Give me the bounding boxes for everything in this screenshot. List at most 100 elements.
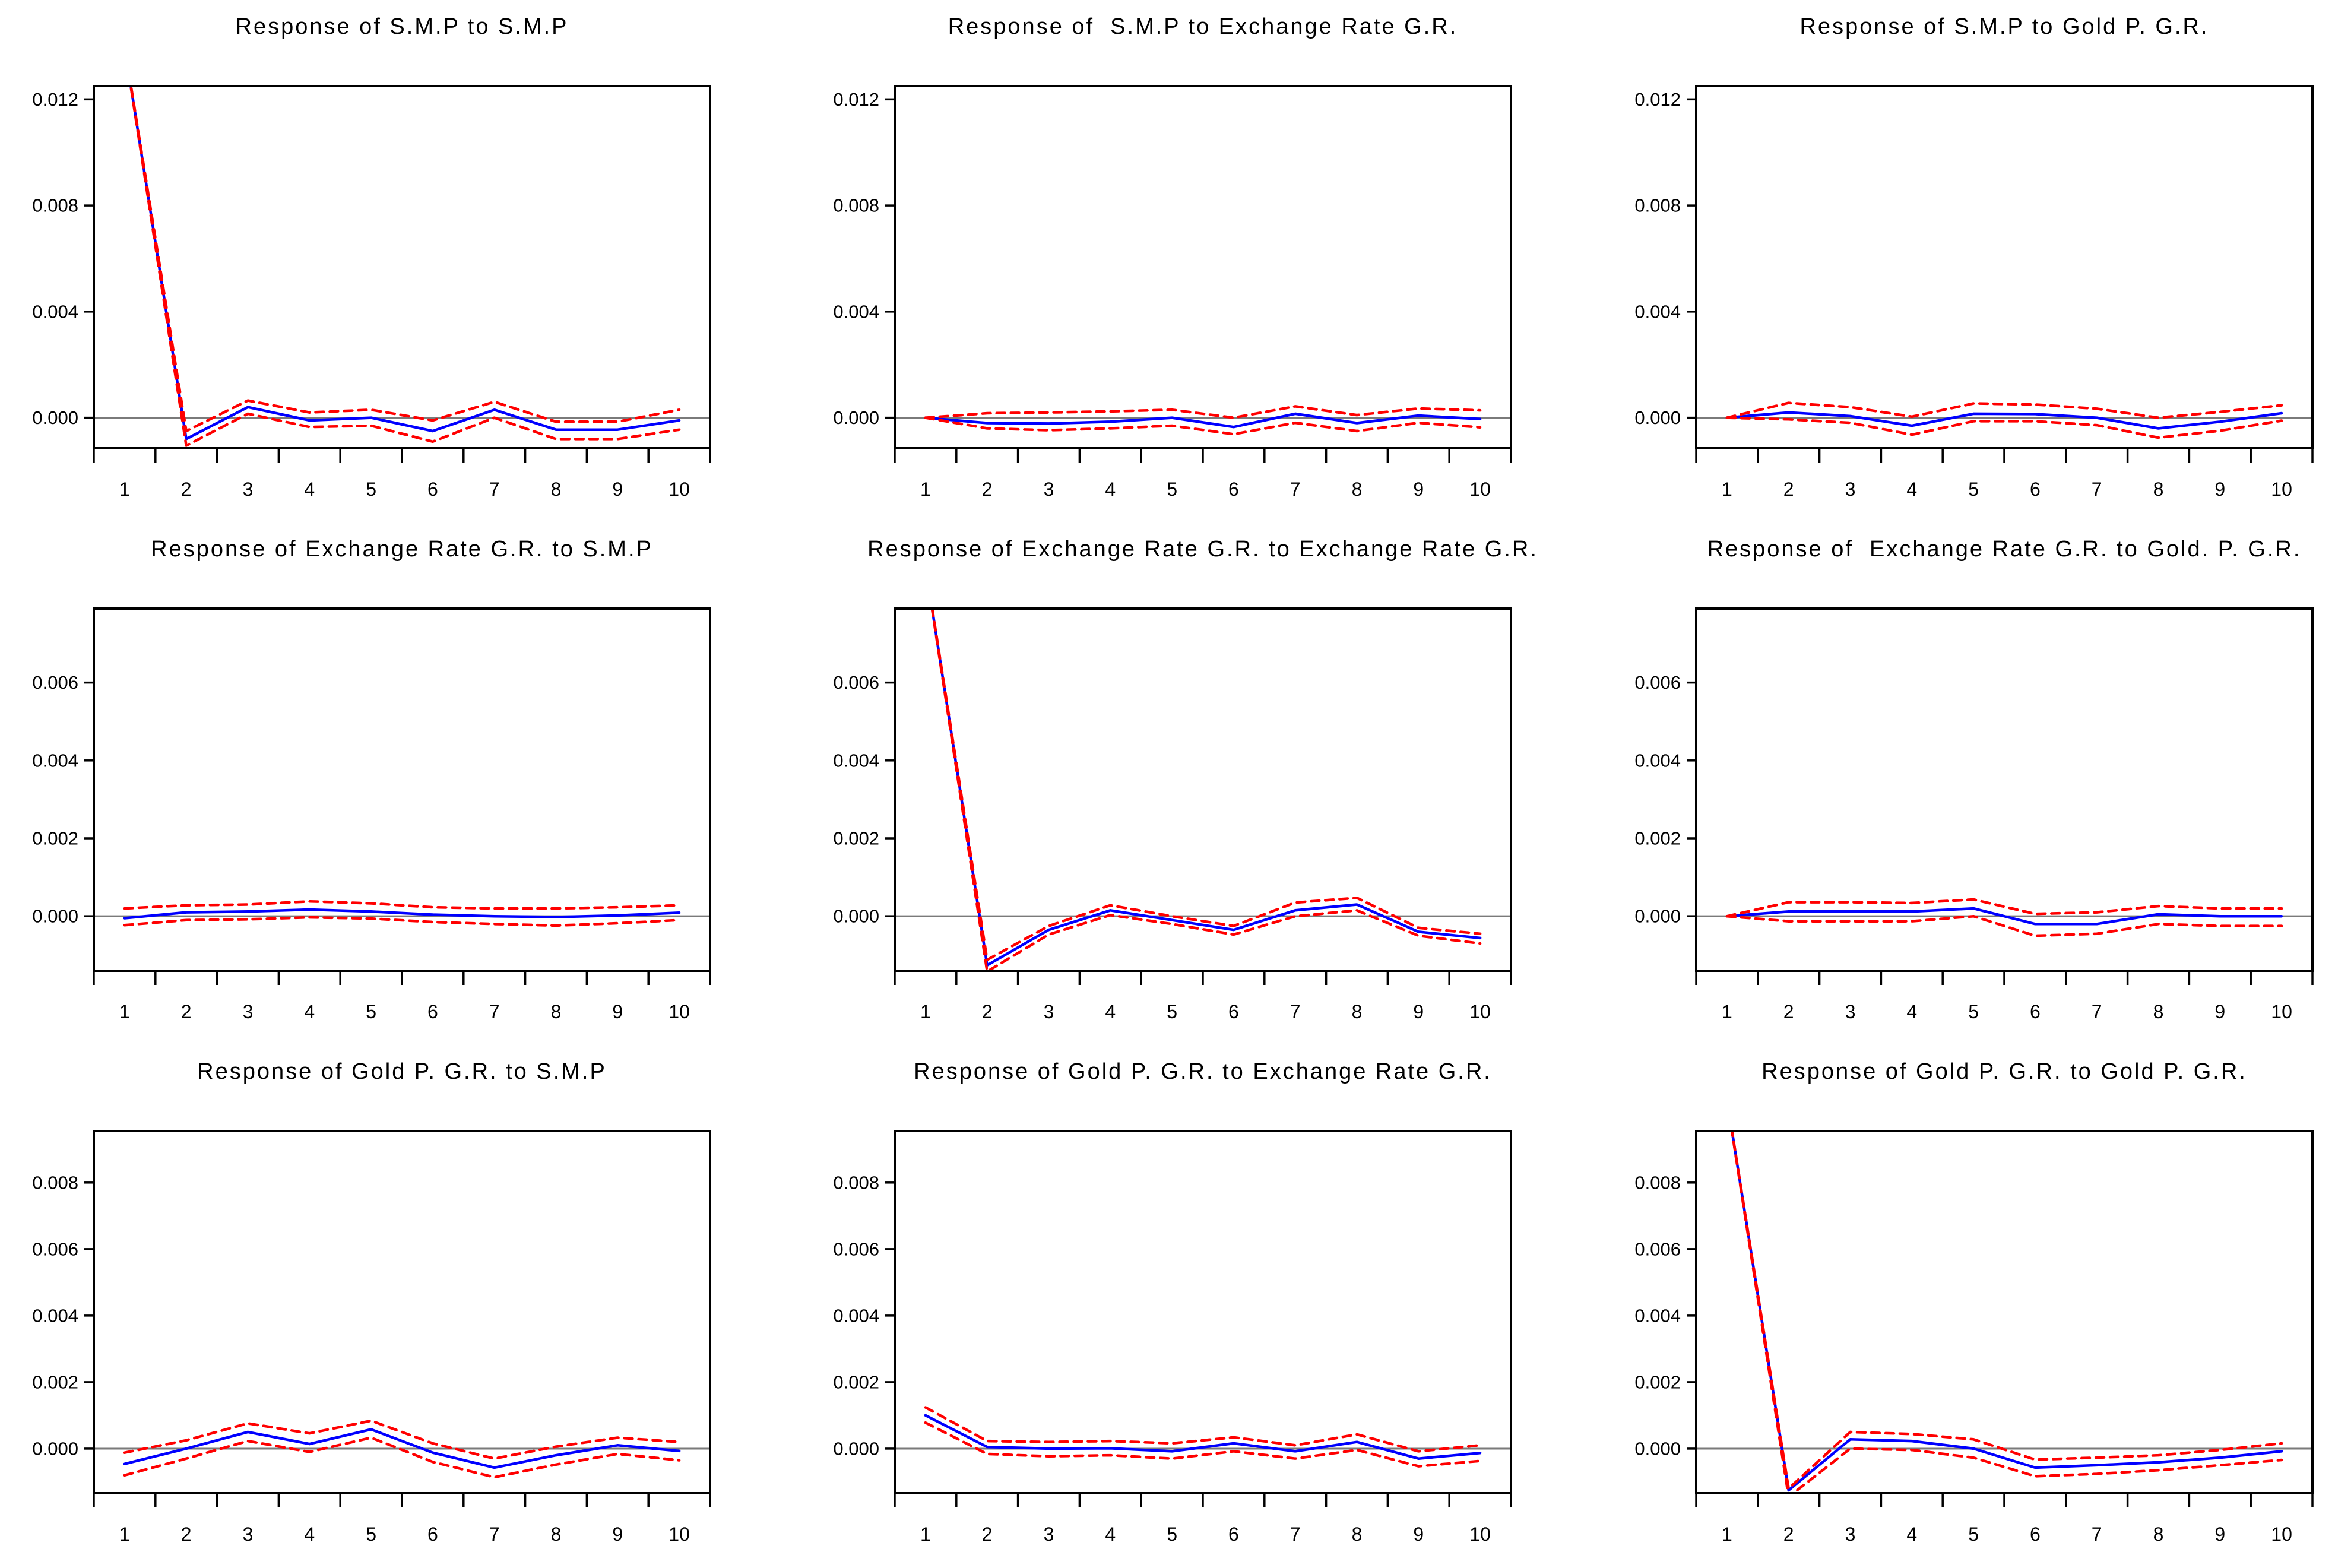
x-tick-label: 10 bbox=[668, 479, 690, 500]
x-tick-label: 5 bbox=[1968, 1523, 1979, 1545]
x-tick-label: 8 bbox=[1352, 1523, 1363, 1545]
x-tick-label: 8 bbox=[551, 479, 562, 500]
x-tick-label: 2 bbox=[1783, 479, 1794, 500]
x-tick-label: 1 bbox=[920, 1523, 931, 1545]
chart-cell-3: Response of S.M.P to Gold P. G.R. 1 2 3 4 5 6… bbox=[1557, 0, 2335, 522]
x-tick-label: 1 bbox=[920, 479, 931, 500]
chart-title: Response of Gold P. G.R. to Exchange Rat… bbox=[914, 1059, 1492, 1084]
x-tick-label: 10 bbox=[2271, 1523, 2292, 1545]
chart-cell-1: Response of S.M.P to S.M.P 1 2 3 4 5 6 7 8 9 10 0.… bbox=[0, 0, 778, 522]
x-tick-label: 4 bbox=[1105, 1001, 1116, 1022]
x-tick-label: 2 bbox=[181, 1001, 192, 1022]
plot-border bbox=[1695, 607, 2314, 972]
upper-band-line bbox=[1731, 1131, 2283, 1490]
x-tick-label: 7 bbox=[2092, 1001, 2102, 1022]
x-tick-label: 4 bbox=[1906, 1523, 1917, 1545]
x-tick-label: 7 bbox=[1290, 479, 1301, 500]
y-tick-label: 0.006 bbox=[1634, 1238, 1681, 1259]
x-tick-label: 3 bbox=[1845, 1523, 1856, 1545]
y-tick-label: 0.000 bbox=[1634, 1438, 1681, 1459]
chart-cell-9: Response of Gold P. G.R. to Gold P. G.R.… bbox=[1557, 1045, 2335, 1568]
x-tick-label: 7 bbox=[2092, 479, 2102, 500]
series-group bbox=[123, 1419, 681, 1479]
x-tick-label: 3 bbox=[243, 479, 254, 500]
plot-border bbox=[93, 1130, 711, 1494]
x-tick-label: 3 bbox=[243, 1001, 254, 1022]
x-tick-label: 9 bbox=[2214, 1001, 2225, 1022]
impulse-response-line bbox=[1731, 1131, 2283, 1492]
chart-title: Response of S.M.P to Exchange Rate G.R. bbox=[948, 14, 1458, 39]
chart-plot: 1 2 3 4 5 6 7 8 9 10 0.008 0.006 0.004 0.002 0.000 bbox=[1634, 1130, 2314, 1545]
x-tick-label: 2 bbox=[1783, 1523, 1794, 1545]
chart-title: Response of S.M.P to Gold P. G.R. bbox=[1799, 14, 2209, 39]
y-tick-label: 0.004 bbox=[32, 1305, 78, 1326]
x-tick-label: 3 bbox=[1845, 479, 1856, 500]
x-tick-label: 5 bbox=[1167, 1523, 1177, 1545]
lower-band-line bbox=[129, 86, 681, 447]
plot-border bbox=[894, 1130, 1512, 1494]
x-tick-label: 2 bbox=[982, 1001, 993, 1022]
impulse-response-line bbox=[123, 1428, 681, 1469]
upper-band-line bbox=[1725, 401, 2283, 419]
series-group bbox=[1730, 1131, 2283, 1493]
x-tick-label: 2 bbox=[181, 1523, 192, 1545]
x-tick-label: 4 bbox=[1906, 479, 1917, 500]
y-tick-label: 0.006 bbox=[833, 1238, 879, 1259]
y-tick-label: 0.004 bbox=[1634, 750, 1681, 771]
lower-band-line bbox=[924, 416, 1482, 436]
x-tick-label: 3 bbox=[1044, 1523, 1054, 1545]
upper-band-line bbox=[129, 86, 681, 433]
impulse-response-line bbox=[1725, 411, 2283, 430]
x-tick-label: 9 bbox=[2214, 1523, 2225, 1545]
y-tick-label: 0.000 bbox=[1634, 407, 1681, 428]
y-tick-label: 0.000 bbox=[32, 1438, 78, 1459]
x-tick-label: 3 bbox=[1845, 1001, 1856, 1022]
x-tick-label: 2 bbox=[982, 1523, 993, 1545]
x-tick-label: 8 bbox=[2153, 479, 2164, 500]
chart-plot: 1 2 3 4 5 6 7 8 9 10 0.008 0.006 0.004 0.002 0.000 bbox=[833, 1130, 1512, 1545]
x-tick-label: 4 bbox=[304, 1001, 315, 1022]
chart-title: Response of Exchange Rate G.R. to Exchan… bbox=[867, 537, 1538, 562]
x-tick-label: 9 bbox=[612, 1001, 623, 1022]
y-tick-label: 0.012 bbox=[833, 89, 879, 110]
x-tick-label: 1 bbox=[119, 479, 130, 500]
upper-band-line bbox=[1725, 898, 2283, 918]
plot-border bbox=[93, 85, 711, 449]
y-tick-label: 0.000 bbox=[32, 906, 78, 927]
x-tick-label: 5 bbox=[366, 1001, 376, 1022]
y-tick-label: 0.004 bbox=[32, 750, 78, 771]
chart-cell-5: Response of Exchange Rate G.R. to Exchan… bbox=[778, 522, 1557, 1045]
x-tick-label: 6 bbox=[1228, 479, 1239, 500]
series-group bbox=[1725, 898, 2283, 937]
x-tick-label: 5 bbox=[1167, 479, 1177, 500]
y-tick-label: 0.004 bbox=[1634, 1305, 1681, 1326]
y-tick-label: 0.000 bbox=[833, 407, 879, 428]
chart-title: Response of Exchange Rate G.R. to S.M.P bbox=[151, 537, 653, 562]
lower-band-line bbox=[930, 609, 1482, 971]
x-tick-label: 5 bbox=[1968, 479, 1979, 500]
y-tick-label: 0.004 bbox=[833, 1305, 879, 1326]
chart-plot: 1 2 3 4 5 6 7 8 9 10 0.006 0.004 0.002 0.000 bbox=[32, 607, 711, 1022]
x-tick-label: 10 bbox=[2271, 1001, 2292, 1022]
x-tick-label: 5 bbox=[366, 479, 376, 500]
y-tick-label: 0.004 bbox=[833, 750, 879, 771]
series-group bbox=[924, 1406, 1482, 1468]
impulse-response-line bbox=[129, 86, 681, 441]
x-tick-label: 9 bbox=[1413, 1001, 1424, 1022]
series-group bbox=[1725, 401, 2283, 439]
x-tick-label: 5 bbox=[366, 1523, 376, 1545]
x-tick-label: 10 bbox=[668, 1001, 690, 1022]
y-tick-label: 0.008 bbox=[833, 195, 879, 216]
chart-cell-4: Response of Exchange Rate G.R. to S.M.P … bbox=[0, 522, 778, 1045]
chart-title: Response of Gold P. G.R. to Gold P. G.R. bbox=[1761, 1059, 2247, 1084]
plot-border bbox=[894, 607, 1512, 972]
x-tick-label: 6 bbox=[427, 1523, 438, 1545]
y-tick-label: 0.002 bbox=[1634, 1371, 1681, 1392]
x-tick-label: 6 bbox=[1228, 1523, 1239, 1545]
y-tick-label: 0.008 bbox=[833, 1172, 879, 1193]
x-tick-label: 6 bbox=[1228, 1001, 1239, 1022]
y-tick-label: 0.000 bbox=[833, 1438, 879, 1459]
lower-band-line bbox=[123, 916, 681, 927]
y-tick-label: 0.000 bbox=[833, 906, 879, 927]
